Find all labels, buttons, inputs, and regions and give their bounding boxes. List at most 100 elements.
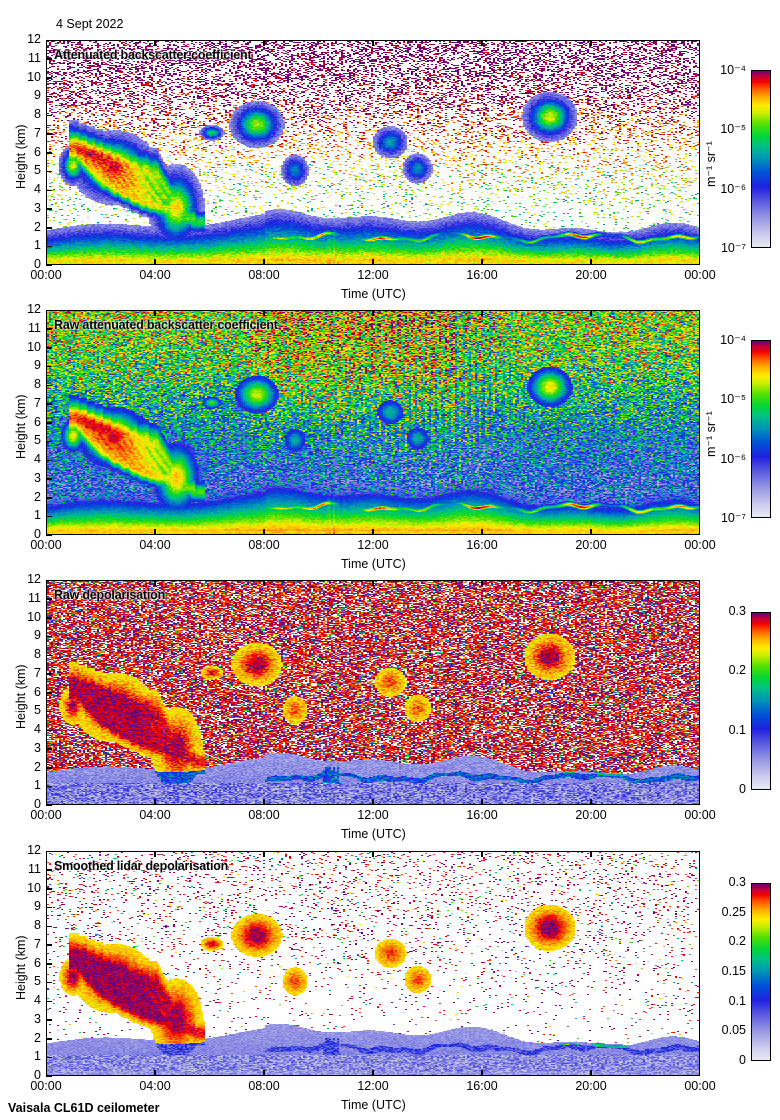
y-tick-label: 9: [34, 358, 41, 373]
y-tick-label: 9: [34, 88, 41, 103]
colorbar-tick-label: 10⁻⁵: [720, 122, 746, 137]
x-tick-mark: [590, 1070, 592, 1076]
x-tick-mark-top: [154, 310, 156, 316]
x-tick-mark: [154, 1070, 156, 1076]
y-tick-label: 4: [34, 452, 41, 466]
y-tick-mark: [46, 497, 52, 499]
x-tick-mark-top: [263, 580, 265, 586]
x-tick-mark: [263, 259, 265, 265]
colorbar-tick-label: 0.2: [728, 663, 746, 678]
footer-label: Vaisala CL61D ceilometer: [8, 1101, 160, 1115]
x-tick-mark: [590, 259, 592, 265]
x-tick-mark: [263, 529, 265, 535]
date-label: 4 Sept 2022: [56, 17, 124, 31]
x-tick-mark: [481, 259, 483, 265]
x-tick-label: 08:00: [248, 1079, 280, 1093]
y-tick-label: 9: [34, 628, 41, 643]
x-tick-label: 00:00: [684, 808, 716, 822]
y-tick-mark: [46, 869, 52, 871]
heatmap-canvas-smoothed-lidar-depolarisation: [47, 852, 699, 1075]
colorbar-unit-raw-attenuated-backscatter: m⁻¹ sr⁻¹: [704, 411, 718, 457]
y-tick-mark: [46, 673, 52, 675]
x-tick-label: 04:00: [139, 538, 171, 552]
plot-area-raw-attenuated-backscatter: [46, 310, 700, 535]
x-tick-label: 12:00: [357, 268, 389, 282]
y-tick-label: 6: [34, 144, 41, 159]
y-tick-mark: [46, 654, 52, 656]
y-tick-label: 12: [27, 32, 41, 46]
y-tick-mark: [46, 208, 52, 210]
y-tick-mark: [46, 692, 52, 694]
y-tick-label: 7: [34, 665, 41, 680]
y-tick-label: 8: [34, 377, 41, 391]
y-tick-label: 4: [34, 182, 41, 196]
y-tick-label: 5: [34, 163, 41, 178]
y-tick-label: 3: [34, 470, 41, 485]
y-tick-label: 5: [34, 433, 41, 448]
colorbar-tick-label: 0.1: [728, 722, 746, 737]
x-axis-label-attenuated-backscatter: Time (UTC): [341, 287, 406, 301]
x-tick-mark-top: [481, 851, 483, 857]
y-tick-mark: [46, 170, 52, 173]
x-tick-mark-top: [590, 40, 592, 46]
y-tick-label: 1: [34, 778, 41, 793]
y-tick-mark: [46, 534, 52, 536]
colorbar-tick-label: 0.3: [728, 604, 746, 618]
colorbar-tick-label: 10⁻⁷: [720, 241, 746, 255]
y-tick-mark: [46, 850, 52, 852]
heatmap-canvas-raw-depolarisation: [47, 581, 699, 804]
y-tick-label: 5: [34, 703, 41, 718]
y-tick-label: 2: [34, 1030, 41, 1045]
y-tick-mark: [46, 403, 52, 405]
heatmap-canvas-raw-attenuated-backscatter: [47, 311, 699, 534]
x-tick-mark: [154, 799, 156, 805]
colorbar-tick-label: 0.2: [728, 934, 746, 949]
x-tick-mark: [372, 799, 374, 805]
y-tick-mark: [46, 264, 52, 266]
y-tick-mark: [46, 925, 52, 927]
y-tick-label: 4: [34, 993, 41, 1007]
y-tick-mark: [46, 384, 52, 386]
y-tick-mark: [46, 785, 52, 788]
y-tick-label: 12: [27, 572, 41, 586]
y-tick-label: 6: [34, 955, 41, 970]
y-tick-label: 11: [28, 590, 41, 605]
colorbar-tick-label: 10⁻⁴: [720, 333, 746, 347]
x-tick-mark: [263, 1070, 265, 1076]
y-tick-label: 0: [34, 1068, 41, 1082]
y-tick-label: 1: [34, 508, 41, 523]
x-tick-label: 16:00: [466, 1079, 498, 1093]
y-tick-mark: [46, 804, 52, 806]
x-tick-label: 12:00: [357, 808, 389, 822]
y-tick-mark: [46, 1019, 52, 1021]
y-tick-label: 5: [34, 974, 41, 989]
y-tick-mark: [46, 1000, 52, 1002]
y-tick-label: 11: [28, 861, 41, 876]
y-tick-label: 11: [28, 320, 41, 335]
y-tick-mark: [46, 365, 52, 368]
heatmap-canvas-attenuated-backscatter: [47, 41, 699, 264]
y-tick-mark: [46, 347, 52, 349]
y-tick-mark: [46, 77, 52, 79]
x-tick-mark-top: [481, 310, 483, 316]
y-tick-label: 1: [34, 1049, 41, 1064]
y-tick-label: 11: [28, 50, 41, 65]
x-tick-mark-top: [154, 580, 156, 586]
y-tick-mark: [46, 981, 52, 984]
colorbar-tick-label: 10⁻⁶: [720, 181, 746, 196]
y-tick-mark: [46, 729, 52, 731]
x-tick-label: 12:00: [357, 1079, 389, 1093]
colorbar-tick-label: 0.25: [721, 904, 746, 919]
colorbar-tick-label: 0: [739, 782, 746, 796]
y-tick-mark: [46, 1056, 52, 1059]
x-tick-mark-top: [590, 851, 592, 857]
y-tick-label: 8: [34, 647, 41, 661]
plot-area-smoothed-lidar-depolarisation: [46, 851, 700, 1076]
x-tick-mark: [481, 799, 483, 805]
y-tick-mark: [46, 58, 52, 60]
y-tick-label: 6: [34, 684, 41, 699]
x-tick-label: 20:00: [575, 808, 607, 822]
y-tick-label: 3: [34, 740, 41, 755]
y-tick-mark: [46, 133, 52, 135]
y-tick-mark: [46, 309, 52, 311]
